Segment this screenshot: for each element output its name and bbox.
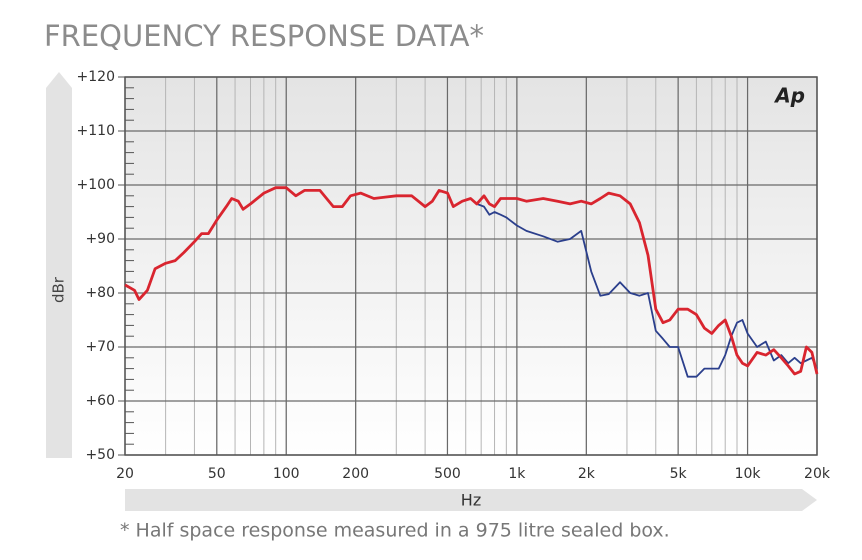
logo: Ap: [773, 84, 805, 108]
x-tick-label: 20: [116, 466, 134, 482]
plot-area: [125, 77, 817, 455]
x-tick-label: 20k: [804, 466, 831, 482]
x-tick-label: 10k: [735, 466, 762, 482]
x-tick-label: 100: [273, 466, 300, 482]
x-axis-label: Hz: [461, 491, 481, 510]
y-tick-label: +60: [85, 393, 115, 409]
y-tick-label: +120: [77, 69, 115, 85]
y-tick-label: +100: [77, 177, 115, 193]
y-tick-label: +50: [85, 447, 115, 463]
x-tick-label: 500: [434, 466, 461, 482]
y-tick-label: +70: [85, 339, 115, 355]
x-tick-label: 5k: [670, 466, 688, 482]
chart-title: FREQUENCY RESPONSE DATA*: [44, 19, 484, 53]
y-tick-label: +90: [85, 231, 115, 247]
x-tick-label: 2k: [578, 466, 596, 482]
series-line: [124, 186, 819, 376]
footnote: * Half space response measured in a 975 …: [120, 520, 670, 542]
x-tick-label: 200: [342, 466, 369, 482]
y-tick-label: +80: [85, 285, 115, 301]
x-axis-band: [125, 489, 817, 511]
x-tick-label: 50: [208, 466, 226, 482]
x-tick-label: 1k: [508, 466, 526, 482]
y-tick-label: +110: [77, 123, 115, 139]
plot-border: [124, 76, 818, 456]
plot-background: [125, 77, 817, 455]
y-axis-label: dBr: [50, 276, 68, 303]
y-axis-band: [46, 72, 72, 458]
